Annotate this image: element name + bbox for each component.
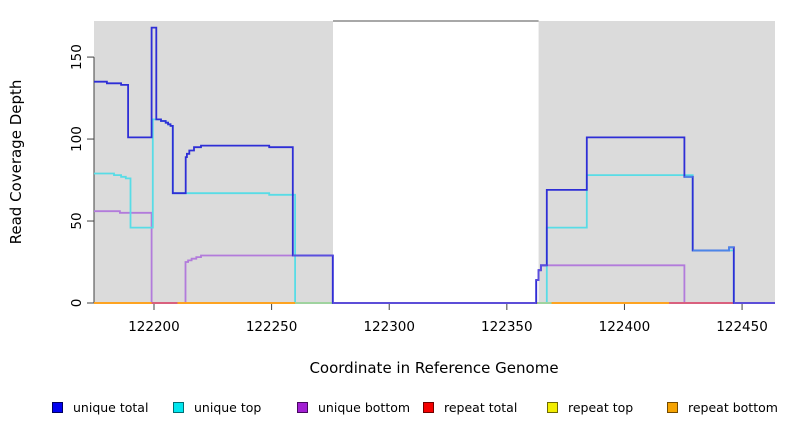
x-tick-label: 122250	[246, 319, 298, 335]
x-tick-label: 122350	[481, 319, 533, 335]
x-tick-label: 122400	[599, 319, 651, 335]
legend-label: repeat bottom	[688, 399, 778, 415]
legend-swatch-unique-bottom-icon	[297, 401, 308, 413]
x-axis-title: Coordinate in Reference Genome	[309, 359, 558, 377]
legend-item-repeat-total: repeat total	[423, 398, 517, 416]
legend-item-unique-bottom: unique bottom	[297, 398, 410, 416]
blend-overlay-line	[692, 246, 734, 252]
x-tick-label: 122450	[716, 319, 768, 335]
legend-label: unique total	[73, 399, 149, 415]
legend-swatch-repeat-bottom-icon	[667, 401, 678, 413]
y-tick-label: 100	[69, 126, 85, 152]
shaded-region	[94, 21, 333, 303]
legend-swatch-repeat-top-icon	[547, 401, 558, 413]
shaded-region	[538, 21, 775, 303]
y-tick-label: 50	[69, 212, 85, 229]
blend-overlay-line	[536, 264, 547, 281]
coverage-plot: 0 50 100 150 122200 122250 122300 122350 122400 1…	[7, 20, 775, 377]
x-tick-label: 122300	[363, 319, 415, 335]
axes: 0 50 100 150 122200 122250 122300 122350 122400 1…	[69, 44, 768, 335]
legend-label: unique top	[194, 399, 262, 415]
y-tick-label: 0	[69, 299, 85, 308]
legend-item-unique-top: unique top	[173, 398, 261, 416]
legend-swatch-repeat-total-icon	[423, 401, 434, 413]
legend-swatch-unique-top-icon	[173, 401, 184, 413]
legend-item-unique-total: unique total	[52, 398, 148, 416]
legend-item-repeat-bottom: repeat bottom	[667, 398, 778, 416]
legend: unique total unique top unique bottom re…	[0, 398, 792, 420]
data-lines	[94, 26, 775, 304]
legend-label: unique bottom	[318, 399, 411, 415]
shaded-regions	[94, 20, 775, 303]
legend-label: repeat total	[444, 399, 518, 415]
legend-swatch-unique-total-icon	[52, 401, 63, 413]
y-tick-label: 150	[69, 44, 85, 70]
series-line-unique-total	[94, 26, 775, 304]
x-tick-label: 122200	[128, 319, 180, 335]
legend-item-repeat-top: repeat top	[547, 398, 633, 416]
legend-label: repeat top	[568, 399, 634, 415]
y-axis-title: Read Coverage Depth	[7, 80, 25, 245]
